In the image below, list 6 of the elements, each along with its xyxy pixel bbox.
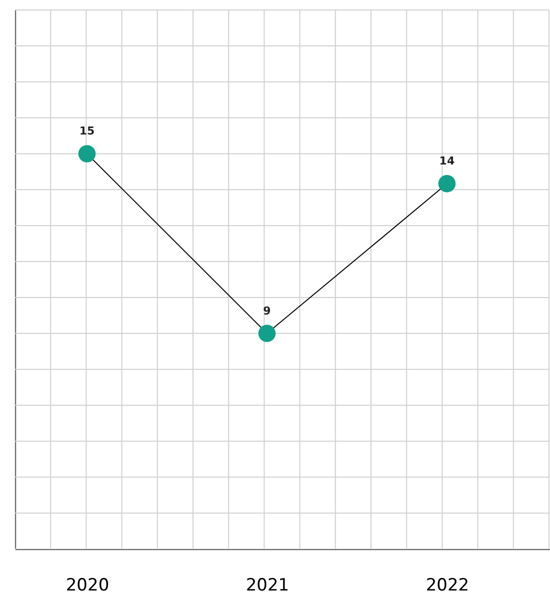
- x-tick-label: 2020: [66, 576, 110, 596]
- data-label: 9: [263, 304, 271, 318]
- data-label: 15: [79, 124, 95, 138]
- data-label: 14: [439, 154, 455, 168]
- x-tick-label: 2022: [426, 576, 470, 596]
- x-tick-label: 2021: [246, 576, 290, 596]
